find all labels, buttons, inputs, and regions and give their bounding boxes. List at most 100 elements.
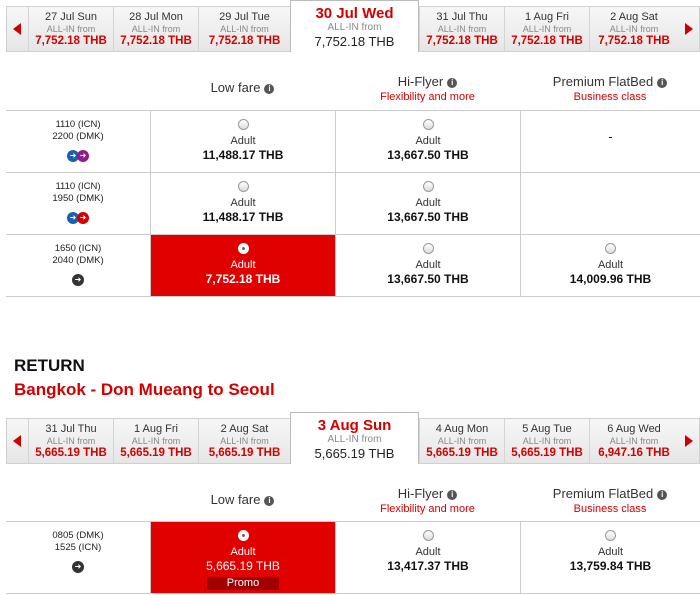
fare-radio[interactable] — [605, 530, 616, 541]
prev-dates-arrow[interactable] — [6, 418, 28, 464]
date-label: 31 Jul Thu — [45, 423, 97, 435]
passenger-type: Adult — [597, 259, 624, 271]
fare-option-low-selected[interactable]: Adult 5,665.19 THB Promo — [150, 522, 335, 593]
fare-radio[interactable] — [422, 530, 434, 541]
next-dates-arrow[interactable] — [678, 6, 700, 52]
fare-price: 13,667.50 THB — [387, 272, 469, 286]
date-tab-outbound-2[interactable]: 29 Jul Tue ALL-IN from 7,752.18 THB — [198, 6, 290, 52]
connecting-flight-icon[interactable]: ➜ — [67, 150, 79, 162]
fare-price: 14,009.96 THB — [569, 272, 652, 286]
date-label: 1 Aug Fri — [133, 423, 179, 435]
fare-option-unavailable: - — [520, 111, 700, 172]
flight-row: 0805 (DMK) 1525 (ICN) ➜ Adult 5,665.19 TH… — [6, 522, 700, 594]
date-tab-return-2[interactable]: 2 Aug Sat ALL-IN from 5,665.19 THB — [198, 418, 290, 464]
fare-radio[interactable] — [422, 181, 434, 192]
column-name: Hi-Flyer — [397, 486, 444, 501]
flight-row: 1110 (ICN) 2200 (DMK) ➜ ➜ Adult 11,488.17 … — [6, 111, 700, 173]
info-icon[interactable]: i — [264, 84, 275, 94]
allin-label: ALL-IN from — [46, 24, 96, 34]
depart-time: 1650 (ICN) — [54, 243, 102, 254]
fare-option-hiflyer[interactable]: Adult 13,667.50 THB — [335, 235, 520, 296]
date-tab-outbound-4[interactable]: 31 Jul Thu ALL-IN from 7,752.18 THB — [419, 6, 504, 52]
fare-option-premium[interactable]: Adult 14,009.96 THB — [520, 235, 700, 296]
connecting-flight-icon[interactable]: ➜ — [67, 212, 79, 224]
column-name: Hi-Flyer — [397, 74, 444, 89]
info-icon[interactable]: i — [447, 78, 458, 88]
date-tab-return-4[interactable]: 4 Aug Mon ALL-IN from 5,665.19 THB — [419, 418, 504, 464]
outbound-date-bar: 27 Jul Sun ALL-IN from 7,752.18 THB 28 J… — [6, 0, 700, 52]
allin-label: ALL-IN from — [437, 436, 487, 446]
date-tab-outbound-1[interactable]: 28 Jul Mon ALL-IN from 7,752.18 THB — [113, 6, 198, 52]
depart-time: 1110 (ICN) — [55, 119, 101, 130]
return-heading: RETURN — [14, 356, 85, 375]
fare-radio[interactable] — [605, 243, 616, 254]
info-icon[interactable]: i — [657, 490, 668, 500]
return-flight-table: 0805 (DMK) 1525 (ICN) ➜ Adult 5,665.19 TH… — [6, 521, 700, 594]
date-tab-return-0[interactable]: 31 Jul Thu ALL-IN from 5,665.19 THB — [28, 418, 113, 464]
date-tab-return-selected[interactable]: 3 Aug Sun ALL-IN from 5,665.19 THB — [290, 412, 419, 464]
info-icon[interactable]: i — [264, 496, 275, 506]
fare-option-low-selected[interactable]: Adult 7,752.18 THB — [150, 235, 335, 296]
passenger-type: Adult — [230, 259, 256, 271]
fare-radio[interactable] — [237, 119, 249, 130]
passenger-type: Adult — [230, 546, 256, 558]
fare-radio-checked[interactable] — [237, 530, 249, 541]
passenger-type: Adult — [415, 197, 441, 209]
info-icon[interactable]: i — [657, 78, 668, 88]
arrow-left-icon — [13, 435, 21, 447]
connecting-flight-icon[interactable]: ➜ — [77, 150, 89, 162]
date-price: 7,752.18 THB — [314, 34, 395, 49]
date-label: 5 Aug Tue — [522, 423, 572, 435]
date-tab-outbound-selected[interactable]: 30 Jul Wed ALL-IN from 7,752.18 THB — [290, 0, 419, 52]
fare-option-hiflyer[interactable]: Adult 13,417.37 THB — [335, 522, 520, 593]
fare-option-premium[interactable]: Adult 13,759.84 THB — [520, 522, 700, 593]
fare-radio-checked[interactable] — [237, 243, 249, 254]
fare-option-hiflyer[interactable]: Adult 13,667.50 THB — [335, 111, 520, 172]
date-label: 2 Aug Sat — [220, 423, 269, 435]
fare-radio[interactable] — [422, 119, 434, 130]
fare-price: 13,759.84 THB — [569, 559, 652, 573]
date-tab-outbound-0[interactable]: 27 Jul Sun ALL-IN from 7,752.18 THB — [28, 6, 113, 52]
allin-label: ALL-IN from — [131, 436, 181, 446]
fare-radio[interactable] — [422, 243, 434, 254]
date-tab-return-6[interactable]: 6 Aug Wed ALL-IN from 6,947.16 THB — [589, 418, 678, 464]
date-price: 7,752.18 THB — [35, 35, 107, 47]
allin-label: ALL-IN from — [131, 24, 181, 34]
fare-price: 7,752.18 THB — [205, 272, 281, 286]
info-icon[interactable]: i — [447, 490, 458, 500]
arrive-time: 1525 (ICN) — [54, 542, 102, 553]
next-dates-arrow[interactable] — [678, 418, 700, 464]
allin-label: ALL-IN from — [522, 24, 572, 34]
fare-option-low[interactable]: Adult 11,488.17 THB — [150, 111, 335, 172]
flight-row: 1650 (ICN) 2040 (DMK) ➜ Adult 7,752.18 TH… — [6, 235, 700, 297]
fare-price: 13,667.50 THB — [387, 210, 469, 224]
date-label: 30 Jul Wed — [315, 5, 394, 22]
flight-row: 1110 (ICN) 1950 (DMK) ➜ ➜ Adult 11,488.17 … — [6, 173, 700, 235]
allin-label: ALL-IN from — [609, 436, 659, 446]
fare-option-hiflyer[interactable]: Adult 13,667.50 THB — [335, 173, 520, 234]
allin-label: ALL-IN from — [522, 436, 572, 446]
prev-dates-arrow[interactable] — [6, 6, 28, 52]
date-price: 7,752.18 THB — [511, 35, 583, 47]
connecting-flight-icon[interactable]: ➜ — [77, 212, 89, 224]
fare-price: 11,488.17 THB — [202, 148, 284, 162]
date-label: 29 Jul Tue — [219, 11, 270, 23]
date-label: 31 Jul Thu — [436, 11, 488, 23]
passenger-type: Adult — [415, 135, 441, 147]
fare-option-low[interactable]: Adult 11,488.17 THB — [150, 173, 335, 234]
direct-flight-icon[interactable]: ➜ — [72, 561, 84, 573]
column-name: Low fare — [210, 492, 261, 507]
arrive-time: 2040 (DMK) — [52, 255, 104, 266]
date-tab-outbound-5[interactable]: 1 Aug Fri ALL-IN from 7,752.18 THB — [504, 6, 589, 52]
fare-price: 5,665.19 THB — [206, 559, 280, 573]
flight-info: 0805 (DMK) 1525 (ICN) ➜ — [6, 522, 150, 593]
date-label: 1 Aug Fri — [524, 11, 570, 23]
direct-flight-icon[interactable]: ➜ — [72, 274, 84, 286]
arrow-left-icon — [13, 23, 21, 35]
date-tab-return-5[interactable]: 5 Aug Tue ALL-IN from 5,665.19 THB — [504, 418, 589, 464]
allin-label: ALL-IN from — [327, 22, 382, 33]
date-tab-outbound-6[interactable]: 2 Aug Sat ALL-IN from 7,752.18 THB — [589, 6, 678, 52]
date-tab-return-1[interactable]: 1 Aug Fri ALL-IN from 5,665.19 THB — [113, 418, 198, 464]
allin-label: ALL-IN from — [327, 434, 382, 445]
fare-radio[interactable] — [237, 181, 249, 192]
